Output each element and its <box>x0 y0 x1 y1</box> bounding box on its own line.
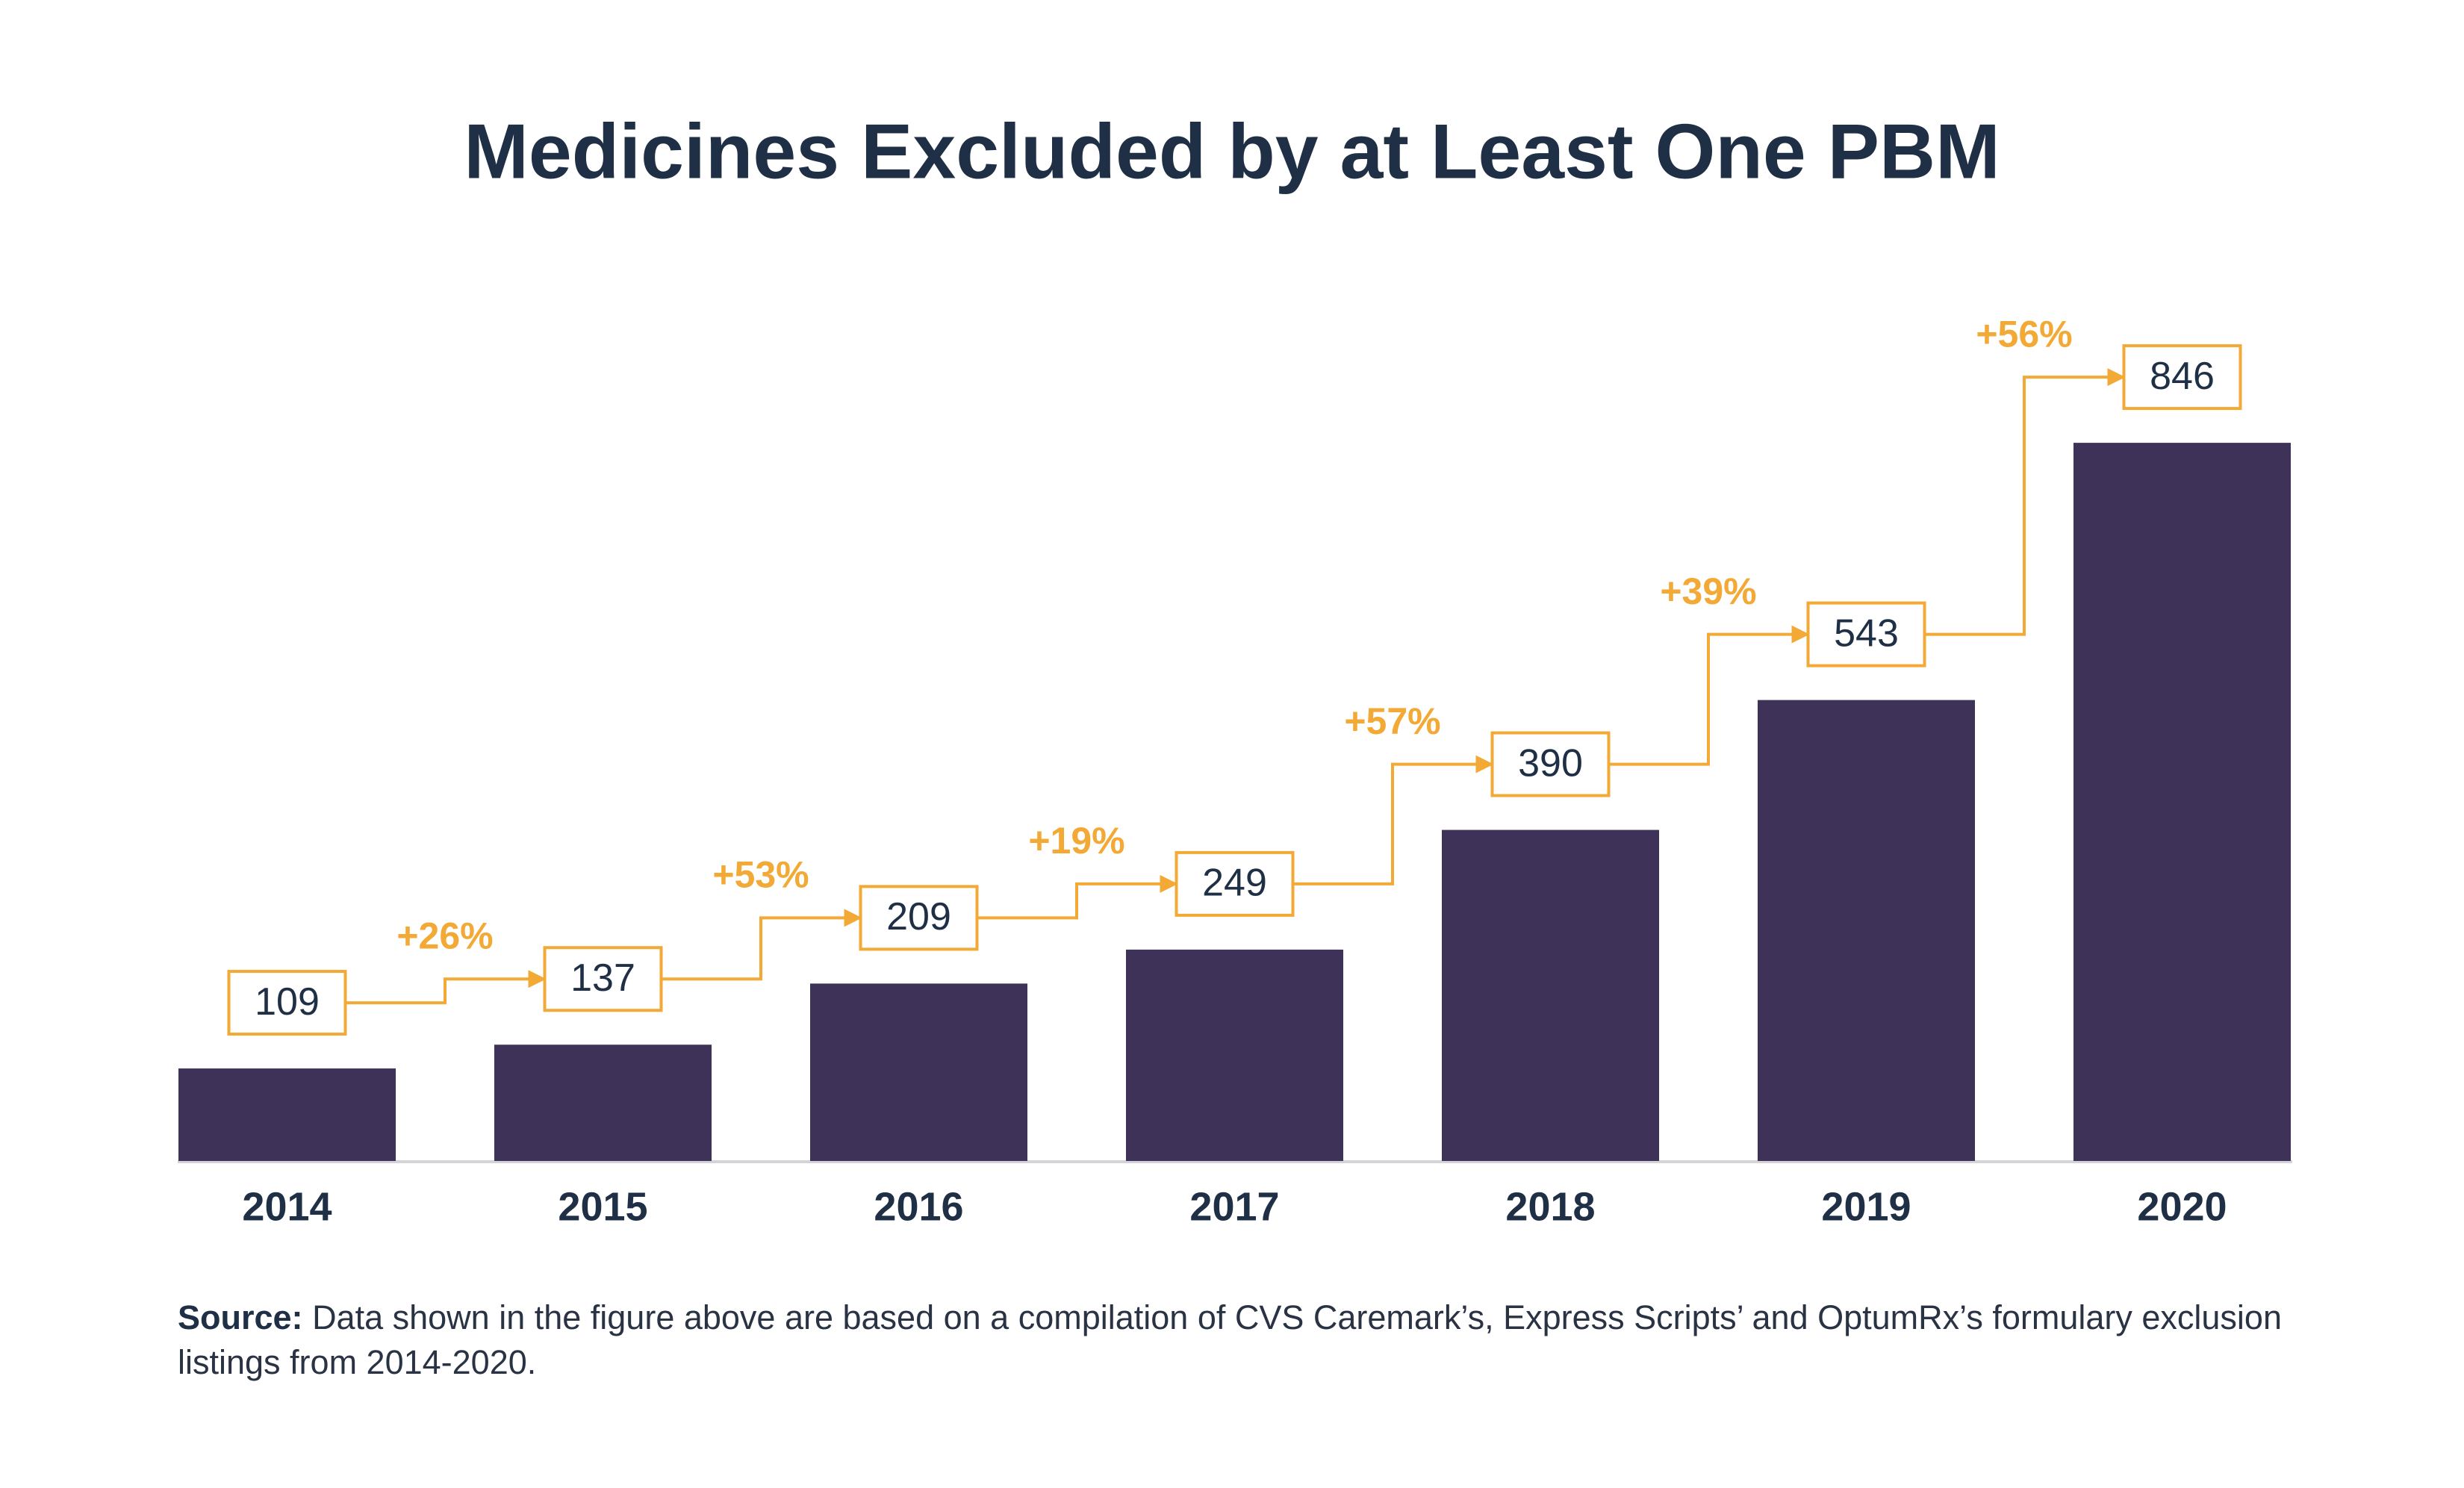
x-tick-label: 2017 <box>1189 1184 1279 1229</box>
growth-label: +53% <box>712 854 809 896</box>
bar <box>494 1045 712 1161</box>
growth-label: +26% <box>396 915 493 956</box>
value-label: 390 <box>1518 741 1583 785</box>
connector-arrow <box>345 970 547 1005</box>
source-note: Source: Data shown in the figure above a… <box>178 1295 2313 1385</box>
source-label: Source: <box>178 1298 303 1336</box>
value-label: 109 <box>255 980 320 1024</box>
growth-label: +39% <box>1660 570 1756 612</box>
value-label: 209 <box>886 895 951 938</box>
source-text: Data shown in the figure above are based… <box>178 1298 2282 1381</box>
connector-arrow <box>661 909 862 981</box>
bar <box>178 1068 396 1161</box>
x-tick-label: 2018 <box>1505 1184 1595 1229</box>
growth-label: +57% <box>1344 700 1440 742</box>
bar <box>1442 829 1659 1161</box>
connector-arrow <box>1292 755 1494 885</box>
bar <box>2073 443 2291 1161</box>
bar <box>1126 949 1343 1161</box>
value-label: 846 <box>2150 355 2215 398</box>
bar <box>810 983 1027 1161</box>
connector-arrow <box>1924 368 2126 636</box>
chart-title: Medicines Excluded by at Least One PBM <box>464 108 2000 195</box>
x-tick-label: 2020 <box>2137 1184 2227 1229</box>
x-tick-label: 2016 <box>874 1184 963 1229</box>
value-label: 543 <box>1834 611 1899 655</box>
value-label: 137 <box>570 956 635 1000</box>
x-tick-label: 2015 <box>558 1184 647 1229</box>
x-tick-label: 2014 <box>242 1184 332 1229</box>
value-label: 249 <box>1202 862 1267 905</box>
growth-label: +56% <box>1976 313 2072 355</box>
connector-arrow <box>1608 625 1810 766</box>
x-tick-label: 2019 <box>1821 1184 1911 1229</box>
connector-arrow <box>977 874 1178 920</box>
growth-label: +19% <box>1028 820 1124 862</box>
bar <box>1758 700 1975 1161</box>
